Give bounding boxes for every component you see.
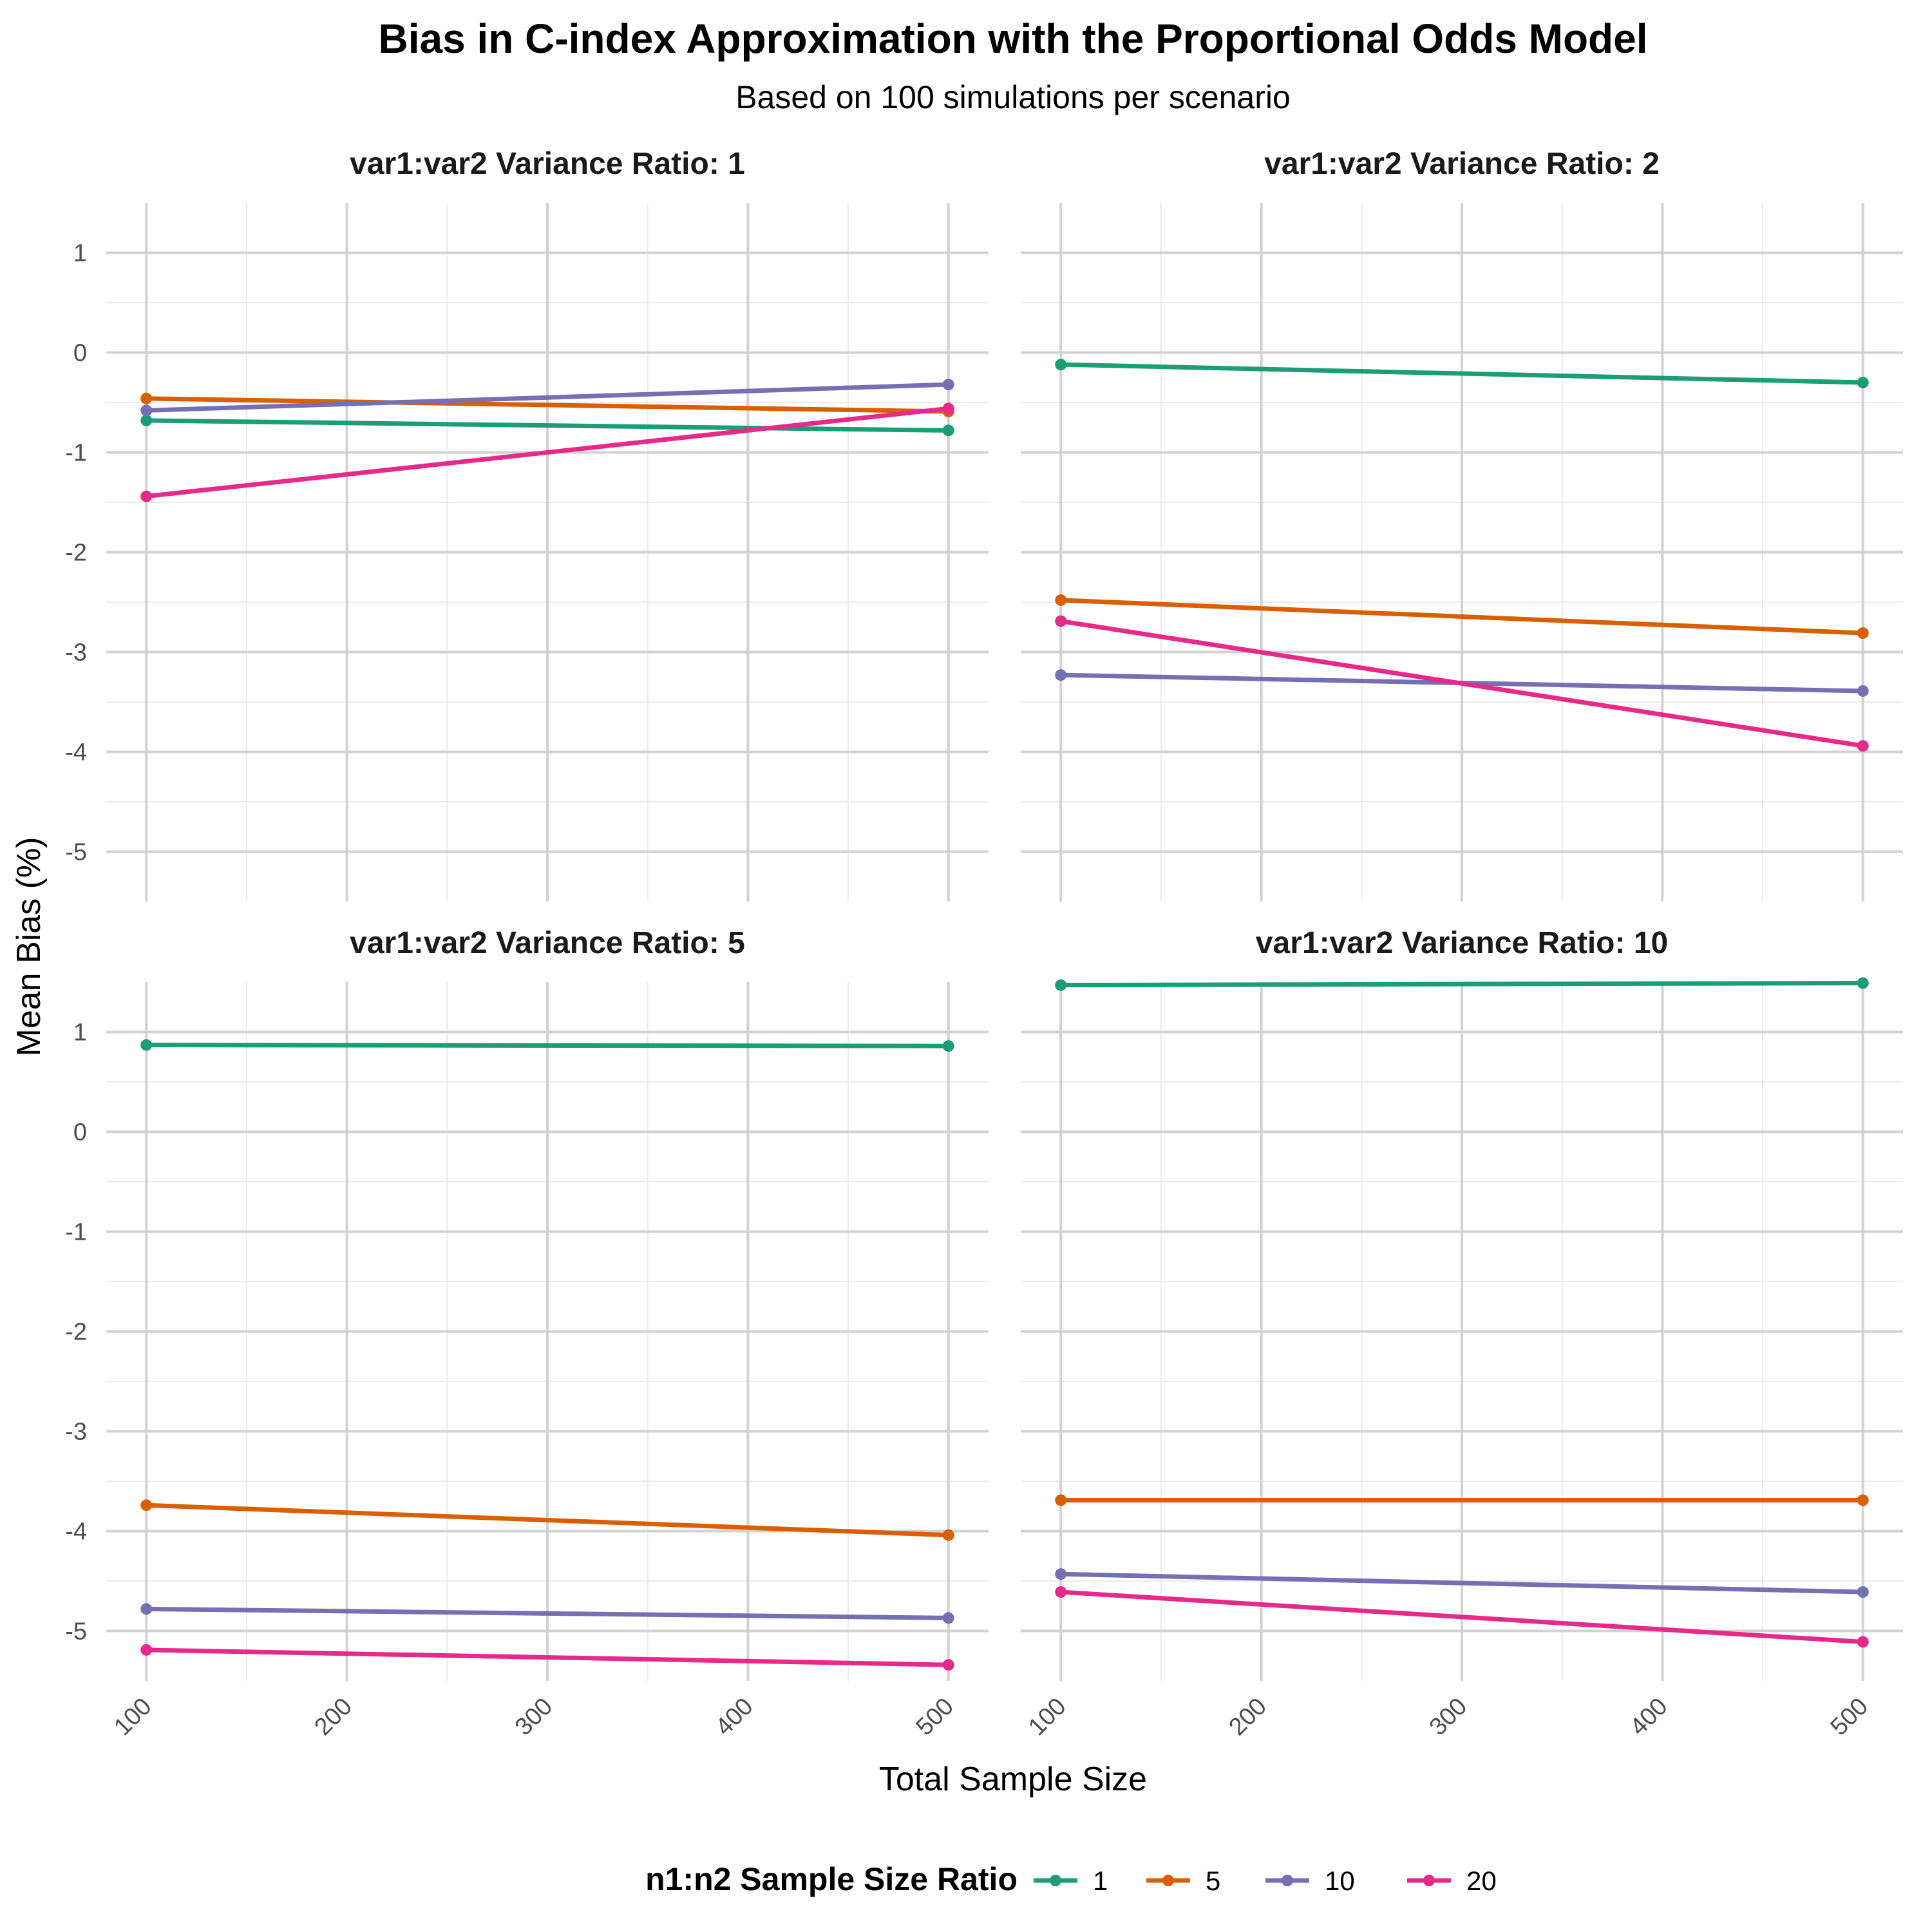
data-point-20 (942, 402, 954, 415)
series-line-1 (1058, 981, 1866, 988)
data-point-10 (1055, 1568, 1067, 1580)
facet-panel: var1:var2 Variance Ratio: 2 (1021, 147, 1903, 902)
data-point-20 (1857, 740, 1869, 752)
data-point-5 (140, 392, 153, 404)
data-point-20 (140, 1643, 153, 1656)
series-line-10 (144, 382, 951, 413)
y-tick-label: -4 (65, 1519, 87, 1546)
data-point-1 (1857, 377, 1869, 388)
legend-key-point (1423, 1875, 1435, 1886)
y-tick-label: -5 (65, 839, 87, 866)
series-line-10 (1058, 1571, 1866, 1595)
data-point-1 (942, 1040, 954, 1052)
data-point-1 (942, 424, 954, 437)
series-line-10 (144, 1606, 951, 1620)
y-tick-label: 0 (73, 340, 87, 367)
facet-panel: var1:var2 Variance Ratio: 10 100 200 300 400… (1021, 926, 1903, 1741)
data-point-20 (942, 1659, 954, 1671)
x-tick-label: 100 (1023, 1693, 1072, 1741)
data-point-10 (942, 1612, 954, 1624)
legend-title: n1:n2 Sample Size Ratio (645, 1861, 1018, 1897)
x-tick-label: 300 (510, 1693, 558, 1741)
data-point-1 (1055, 359, 1067, 371)
series-line-1 (144, 418, 951, 433)
facet-panels: var1:var2 Variance Ratio: 110-1-2-3-4-5v… (65, 147, 1903, 1741)
data-point-1 (140, 1039, 153, 1051)
facet-panel: var1:var2 Variance Ratio: 1 1 0 -1 -2 -3 -4 -5 (65, 147, 989, 902)
data-point-20 (1055, 615, 1067, 627)
y-tick-label: 1 (73, 1019, 87, 1046)
series-line-20 (1058, 618, 1866, 748)
data-point-20 (1055, 1586, 1067, 1598)
data-point-5 (1055, 594, 1067, 606)
legend-label: 1 (1093, 1866, 1108, 1896)
data-point-1 (1857, 977, 1869, 989)
data-point-10 (1055, 669, 1067, 681)
y-tick-label: 0 (73, 1119, 87, 1146)
series-line-1 (1058, 362, 1866, 385)
series-line-20 (144, 1647, 951, 1667)
series-line-20 (1058, 1589, 1866, 1645)
x-tick-label: 100 (109, 1693, 157, 1741)
data-point-1 (1055, 979, 1067, 991)
legend-key-point (1282, 1875, 1293, 1886)
y-tick-label: -2 (65, 1319, 87, 1346)
data-point-5 (942, 1529, 954, 1541)
x-tick-label: 400 (1625, 1693, 1673, 1741)
facet-strip-label: var1:var2 Variance Ratio: 10 (1256, 926, 1668, 960)
data-point-10 (140, 404, 153, 417)
data-point-1 (140, 414, 153, 426)
x-tick-label: 500 (1826, 1693, 1874, 1741)
series-line-5 (144, 396, 951, 414)
facet-panel: var1:var2 Variance Ratio: 5 1 0 -1 -2 -3 -4 -5 1… (65, 926, 989, 1741)
x-tick-label: 200 (1224, 1693, 1272, 1741)
data-point-20 (1857, 1636, 1869, 1648)
y-tick-label: -1 (65, 1219, 87, 1246)
x-tick-label: 200 (309, 1693, 357, 1741)
y-axis-title: Mean Bias (%) (10, 837, 48, 1057)
series-line-20 (144, 406, 951, 499)
data-point-5 (1857, 627, 1869, 639)
data-point-10 (1857, 1586, 1869, 1598)
y-tick-label: -4 (65, 739, 87, 766)
legend-label: 10 (1325, 1866, 1355, 1896)
legend-key-point (1162, 1875, 1174, 1886)
facet-strip-label: var1:var2 Variance Ratio: 5 (350, 926, 745, 960)
x-tick-label: 400 (710, 1693, 759, 1741)
y-tick-label: -5 (65, 1618, 87, 1645)
series-line-5 (1058, 598, 1866, 636)
x-tick-label: 500 (911, 1693, 960, 1741)
legend-label: 5 (1206, 1866, 1220, 1896)
data-point-5 (140, 1499, 153, 1511)
data-point-5 (1055, 1494, 1067, 1506)
y-tick-label: 1 (73, 240, 87, 267)
data-point-10 (942, 379, 954, 391)
x-axis-title: Total Sample Size (879, 1761, 1147, 1798)
data-point-10 (140, 1603, 153, 1615)
chart-subtitle: Based on 100 simulations per scenario (735, 79, 1291, 115)
data-point-5 (1857, 1494, 1869, 1506)
legend-label: 20 (1466, 1866, 1497, 1896)
y-tick-label: -1 (65, 440, 87, 467)
x-tick-label: 300 (1425, 1693, 1473, 1741)
y-tick-label: -2 (65, 540, 87, 567)
y-tick-label: -3 (65, 1419, 87, 1446)
data-point-20 (140, 490, 153, 502)
legend-key-point (1050, 1875, 1061, 1886)
chart-title: Bias in C-index Approximation with the P… (378, 15, 1647, 62)
data-point-10 (1857, 685, 1869, 697)
facet-strip-label: var1:var2 Variance Ratio: 2 (1264, 147, 1660, 181)
y-tick-label: -3 (65, 639, 87, 667)
series-line-5 (144, 1502, 951, 1538)
facet-strip-label: var1:var2 Variance Ratio: 1 (350, 147, 745, 181)
legend: n1:n2 Sample Size Ratio 1 5 10 20 (645, 1861, 1497, 1897)
series-line-1 (144, 1043, 951, 1048)
